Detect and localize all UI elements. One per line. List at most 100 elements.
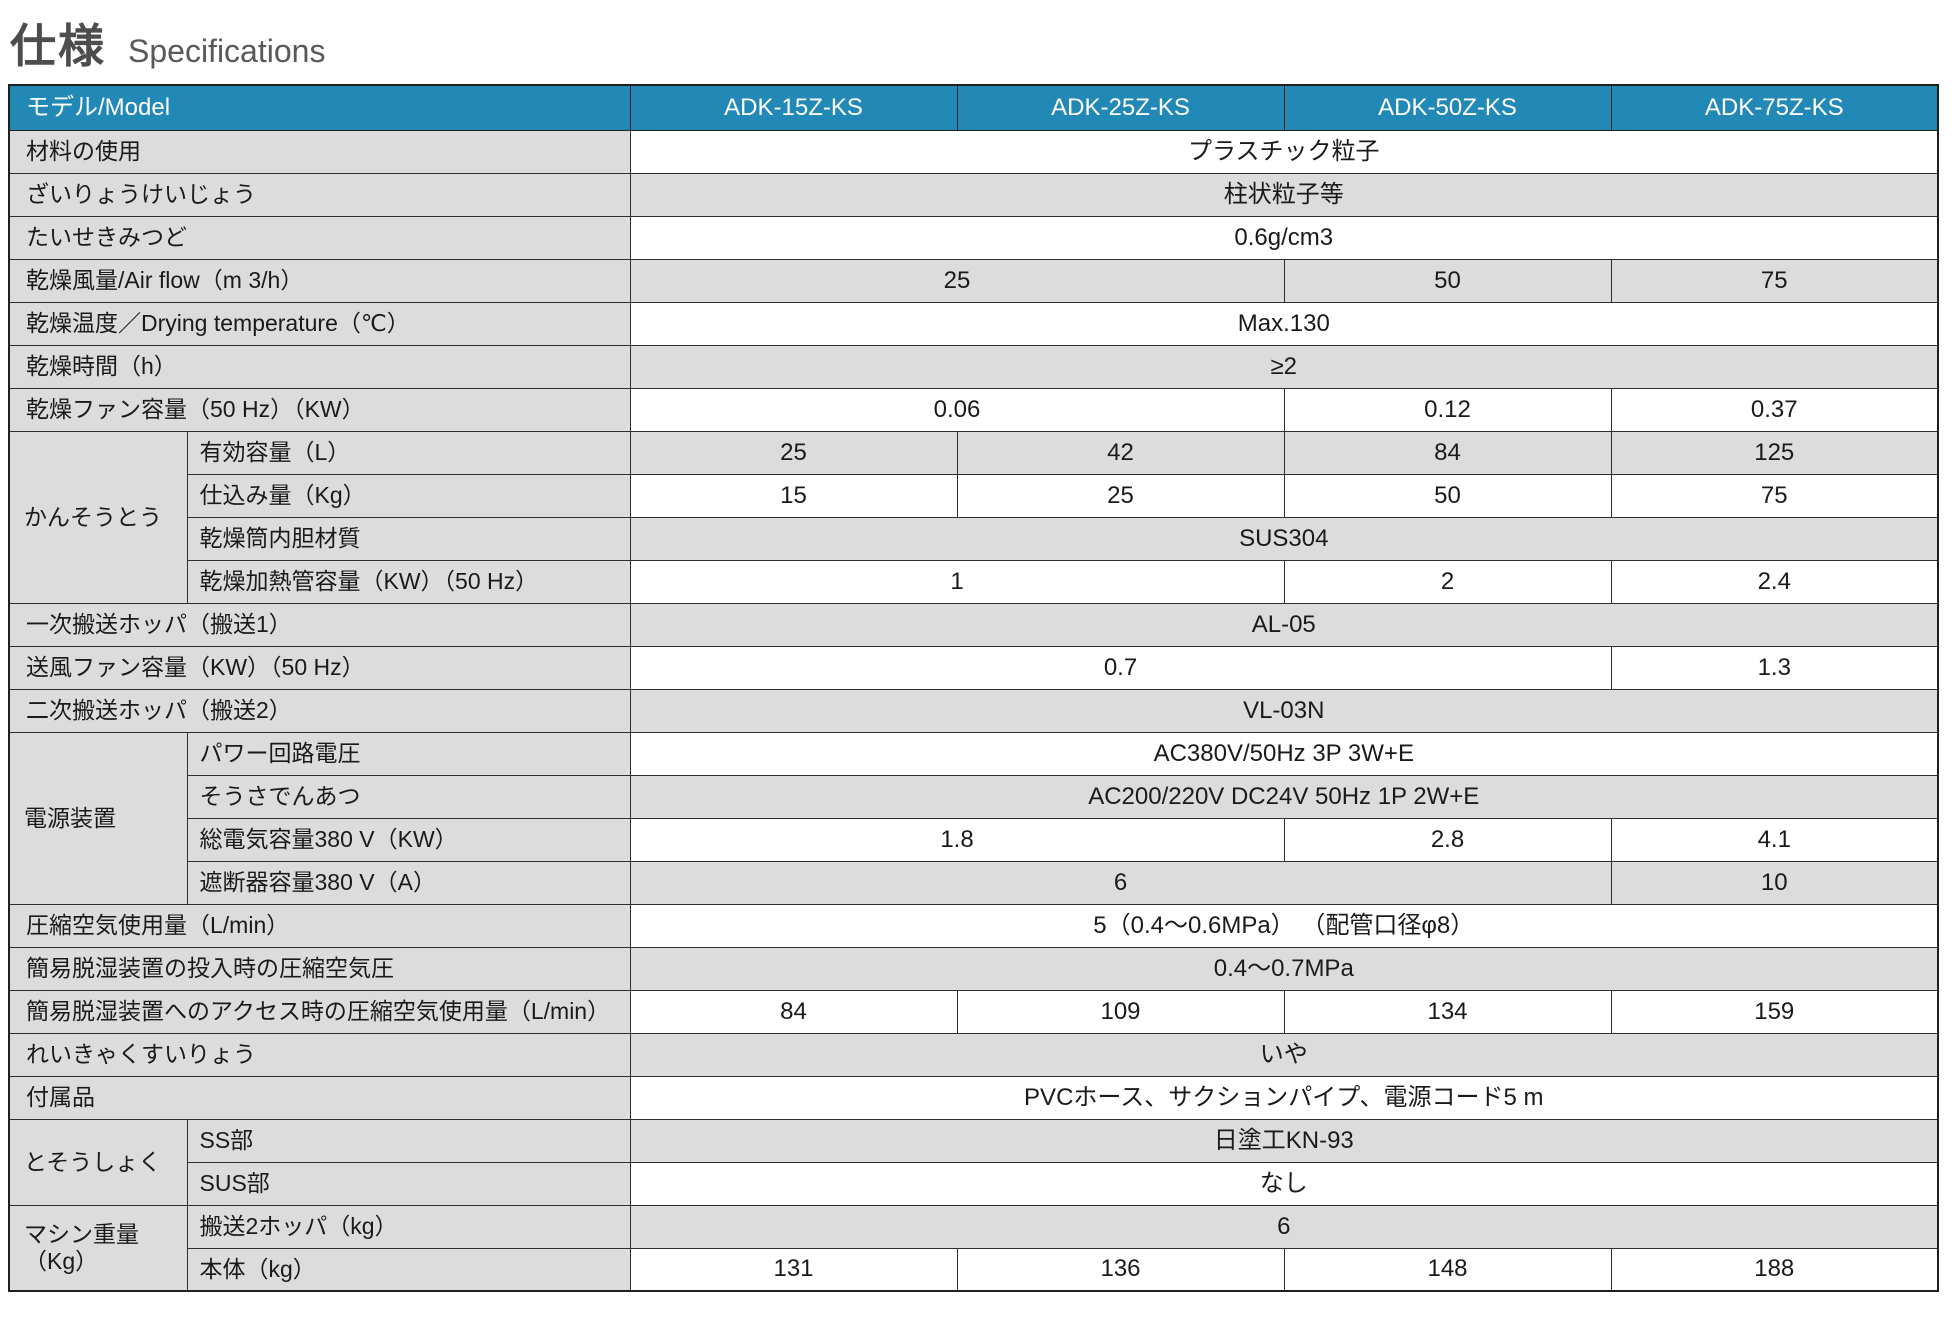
row-label-cell: 有効容量（L）: [186, 430, 631, 475]
value-cell: PVCホース、サクションパイプ、電源コード5 m: [629, 1075, 1939, 1120]
row-label-cell: 仕込み量（Kg）: [186, 473, 631, 518]
model-name-header: ADK-25Z-KS: [956, 84, 1285, 131]
row-label-cell: 送風ファン容量（KW）（50 Hz）: [8, 645, 631, 690]
row-label-cell: 総電気容量380 V（KW）: [186, 817, 631, 862]
row-label-cell: 簡易脱湿装置の投入時の圧縮空気圧: [8, 946, 631, 991]
value-cell: 84: [629, 989, 958, 1034]
table-row: ざいりょうけいじょう 柱状粒子等: [8, 172, 1939, 217]
value-cell: いや: [629, 1032, 1939, 1077]
table-row: 圧縮空気使用量（L/min） 5（0.4～0.6MPa） （配管口径φ8）: [8, 903, 1939, 948]
value-cell: 25: [629, 430, 958, 475]
table-row: マシン重量（Kg） 搬送2ホッパ（kg） 6: [8, 1204, 1939, 1292]
value-cell: 125: [1610, 430, 1939, 475]
table-header: モデル/Model ADK-15Z-KS ADK-25Z-KS ADK-50Z-KS A…: [8, 84, 1939, 131]
table-row: 簡易脱湿装置へのアクセス時の圧縮空気使用量（L/min） 84 109 134 159: [8, 989, 1939, 1034]
row-label-cell: 乾燥風量/Air flow（m 3/h）: [8, 258, 631, 303]
row-label-cell: 乾燥加熱管容量（KW）（50 Hz）: [186, 559, 631, 604]
table-row: 遮断器容量380 V（A） 6 10: [9, 860, 1939, 905]
table-row: 乾燥筒内胆材質 SUS304: [9, 516, 1939, 561]
value-cell: 134: [1283, 989, 1612, 1034]
row-label-cell: 乾燥温度／Drying temperature（℃）: [8, 301, 631, 346]
table-row: 本体（kg） 131 136 148 188: [9, 1247, 1939, 1292]
model-header-row: モデル/Model ADK-15Z-KS ADK-25Z-KS ADK-50Z-KS A…: [8, 84, 1939, 131]
value-cell: 42: [956, 430, 1285, 475]
value-cell: 0.12: [1283, 387, 1612, 432]
value-cell: 日塗工KN-93: [629, 1118, 1939, 1163]
table-row: 総電気容量380 V（KW） 1.8 2.8 4.1: [9, 817, 1939, 862]
value-cell: 0.06: [629, 387, 1285, 432]
value-cell: 50: [1283, 258, 1612, 303]
table-row: 電源装置 パワー回路電圧 AC380V/50Hz 3P 3W+E: [8, 731, 1939, 905]
table-row: 付属品 PVCホース、サクションパイプ、電源コード5 m: [8, 1075, 1939, 1120]
value-cell: 0.37: [1610, 387, 1939, 432]
table-row: 乾燥加熱管容量（KW）（50 Hz） 1 2 2.4: [9, 559, 1939, 604]
table-row: 材料の使用 プラスチック粒子: [8, 129, 1939, 174]
table-row: れいきゃくすいりょう いや: [8, 1032, 1939, 1077]
value-cell: AC200/220V DC24V 50Hz 1P 2W+E: [629, 774, 1939, 819]
value-cell: 75: [1610, 473, 1939, 518]
group-label-cell: マシン重量（Kg）: [8, 1204, 188, 1292]
table-row: 乾燥温度／Drying temperature（℃） Max.130: [8, 301, 1939, 346]
model-column-header: モデル/Model: [8, 84, 631, 131]
row-label-cell: ざいりょうけいじょう: [8, 172, 631, 217]
model-name-header: ADK-75Z-KS: [1610, 84, 1939, 131]
table-row: たいせきみつど 0.6g/cm3: [8, 215, 1939, 260]
table-row: SUS部 なし: [9, 1161, 1939, 1206]
value-cell: 84: [1283, 430, 1612, 475]
row-label-cell: パワー回路電圧: [186, 731, 631, 776]
value-cell: 159: [1610, 989, 1939, 1034]
value-cell: 2: [1283, 559, 1612, 604]
value-cell: プラスチック粒子: [629, 129, 1939, 174]
value-cell: Max.130: [629, 301, 1939, 346]
value-cell: 148: [1283, 1247, 1612, 1292]
value-cell: SUS304: [629, 516, 1939, 561]
row-label-cell: 乾燥時間（h）: [8, 344, 631, 389]
page-title: 仕様: [10, 20, 106, 72]
value-cell: 0.7: [629, 645, 1612, 690]
value-cell: 0.6g/cm3: [629, 215, 1939, 260]
value-cell: 6: [629, 1204, 1939, 1249]
value-cell: 131: [629, 1247, 958, 1292]
value-cell: 109: [956, 989, 1285, 1034]
specifications-table: モデル/Model ADK-15Z-KS ADK-25Z-KS ADK-50Z-KS A…: [8, 84, 1940, 1292]
value-cell: 4.1: [1610, 817, 1939, 862]
value-cell: なし: [629, 1161, 1939, 1206]
row-label-cell: たいせきみつど: [8, 215, 631, 260]
value-cell: 6: [629, 860, 1612, 905]
page-subtitle: Specifications: [128, 33, 326, 69]
table-row: かんそうとう 有効容量（L） 25 42 84 125: [8, 430, 1939, 604]
model-name-header: ADK-15Z-KS: [629, 84, 958, 131]
row-label-cell: 乾燥ファン容量（50 Hz）（KW）: [8, 387, 631, 432]
value-cell: 5（0.4～0.6MPa） （配管口径φ8）: [629, 903, 1939, 948]
value-cell: 1.8: [629, 817, 1285, 862]
row-label-cell: 遮断器容量380 V（A）: [186, 860, 631, 905]
value-cell: 25: [956, 473, 1285, 518]
table-row: 簡易脱湿装置の投入時の圧縮空気圧 0.4～0.7MPa: [8, 946, 1939, 991]
page-header: 仕様 Specifications: [0, 0, 1958, 74]
table-row: 乾燥ファン容量（50 Hz）（KW） 0.06 0.12 0.37: [8, 387, 1939, 432]
value-cell: 1.3: [1610, 645, 1939, 690]
table-row: そうさでんあつ AC200/220V DC24V 50Hz 1P 2W+E: [9, 774, 1939, 819]
row-label-cell: SS部: [186, 1118, 631, 1163]
row-label-cell: 付属品: [8, 1075, 631, 1120]
table-row: 乾燥風量/Air flow（m 3/h） 25 50 75: [8, 258, 1939, 303]
model-name-header: ADK-50Z-KS: [1283, 84, 1612, 131]
row-label-cell: 乾燥筒内胆材質: [186, 516, 631, 561]
row-label-cell: 二次搬送ホッパ（搬送2）: [8, 688, 631, 733]
row-label-cell: 搬送2ホッパ（kg）: [186, 1204, 631, 1249]
row-label-cell: 簡易脱湿装置へのアクセス時の圧縮空気使用量（L/min）: [8, 989, 631, 1034]
group-label-cell: とそうしょく: [8, 1118, 188, 1206]
row-label-cell: れいきゃくすいりょう: [8, 1032, 631, 1077]
row-label-cell: SUS部: [186, 1161, 631, 1206]
table-row: とそうしょく SS部 日塗工KN-93: [8, 1118, 1939, 1206]
group-label-cell: かんそうとう: [8, 430, 188, 604]
row-label-cell: そうさでんあつ: [186, 774, 631, 819]
value-cell: 15: [629, 473, 958, 518]
value-cell: 1: [629, 559, 1285, 604]
group-label-cell: 電源装置: [8, 731, 188, 905]
value-cell: AC380V/50Hz 3P 3W+E: [629, 731, 1939, 776]
value-cell: VL-03N: [629, 688, 1939, 733]
value-cell: 2.4: [1610, 559, 1939, 604]
table-row: 一次搬送ホッパ（搬送1） AL-05: [8, 602, 1939, 647]
table-row: 二次搬送ホッパ（搬送2） VL-03N: [8, 688, 1939, 733]
